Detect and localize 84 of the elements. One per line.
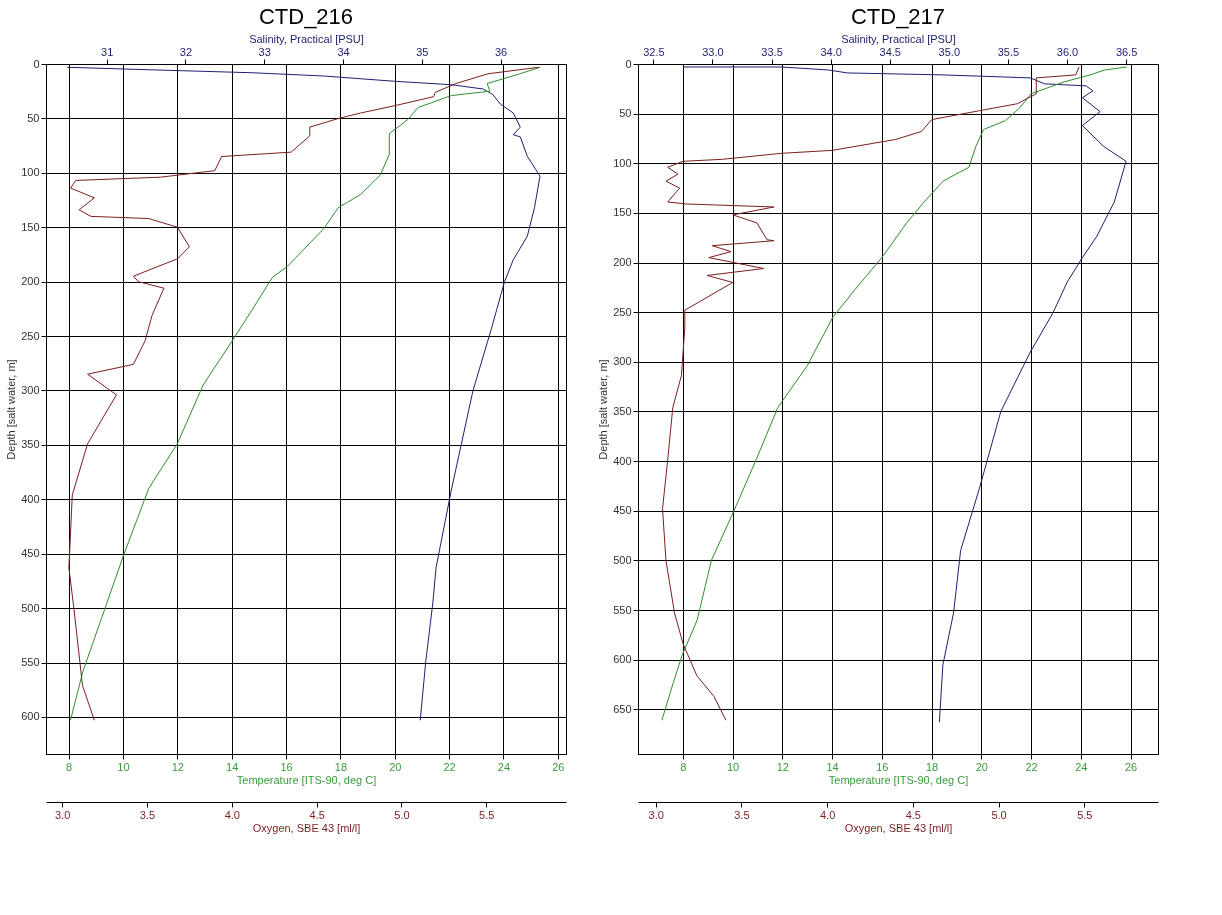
- x-tick-label: 16: [876, 760, 889, 773]
- y-tick-label: 150: [21, 220, 40, 233]
- chart-title: CTD_216: [258, 4, 354, 29]
- x2-tick-label: 35: [416, 45, 429, 58]
- y-axis-title: Depth [salt water, m]: [597, 359, 610, 460]
- y-tick-label: 200: [613, 256, 632, 269]
- x-tick-label: 4.0: [819, 808, 836, 821]
- x-tick-label: 8: [66, 760, 73, 773]
- x2-tick-label: 33.5: [761, 45, 783, 58]
- chart-title: CTD_217: [850, 4, 946, 29]
- x2-tick-label: 35.0: [938, 45, 961, 58]
- x-tick-label: 24: [497, 760, 511, 773]
- y-tick-label: 100: [21, 166, 40, 179]
- x2-axis-title: Salinity, Practical [PSU]: [249, 32, 364, 45]
- y-tick-label: 50: [619, 107, 632, 120]
- x-tick-label: 20: [389, 760, 402, 773]
- x2-tick-label: 32.5: [643, 45, 665, 58]
- y-tick-label: 350: [613, 404, 632, 417]
- x-axis-title: Temperature [ITS-90, deg C]: [828, 773, 969, 786]
- x2-tick-label: 34.0: [820, 45, 842, 58]
- x2-tick-label: 34: [337, 45, 350, 58]
- x2-tick-label: 32: [179, 45, 193, 58]
- y-tick-label: 200: [21, 275, 40, 288]
- x2-tick-label: 33.0: [702, 45, 724, 58]
- x2-tick-label: 36: [494, 45, 508, 58]
- x-tick-label: 20: [975, 760, 988, 773]
- x-tick-label: 24: [1075, 760, 1088, 773]
- y-tick-label: 150: [613, 206, 632, 219]
- x-tick-label: 5.0: [991, 808, 1007, 821]
- y-tick-label: 0: [625, 57, 632, 70]
- x-tick-label: 3.0: [648, 808, 664, 821]
- x2-axis-title: Salinity, Practical [PSU]: [841, 32, 956, 45]
- y-axis-title: Depth [salt water, m]: [5, 359, 18, 460]
- x-tick-label: 5.5: [1077, 808, 1093, 821]
- x2-tick-label: 31: [101, 45, 114, 58]
- y-tick-label: 500: [613, 553, 632, 566]
- y-tick-label: 250: [21, 329, 40, 342]
- y-tick-label: 450: [21, 547, 40, 560]
- x-tick-label: 18: [925, 760, 939, 773]
- x-tick-label: 4.5: [309, 808, 325, 821]
- x-tick-label: 3.5: [139, 808, 156, 821]
- x-tick-label: 26: [1125, 760, 1138, 773]
- x-tick-label: 14: [826, 760, 839, 773]
- x-tick-label: 4.5: [905, 808, 921, 821]
- x-tick-label: 3.0: [54, 808, 71, 821]
- y-tick-label: 50: [27, 111, 40, 124]
- y-tick-label: 250: [613, 305, 632, 318]
- x-tick-label: 5.0: [394, 808, 410, 821]
- x-tick-label: 5.5: [479, 808, 495, 821]
- y-tick-label: 550: [613, 603, 632, 616]
- x2-tick-label: 33: [258, 45, 271, 58]
- x-tick-label: 8: [680, 760, 687, 773]
- x2-tick-label: 34.5: [879, 45, 901, 58]
- x-tick-label: 14: [226, 760, 239, 773]
- y-tick-label: 650: [613, 702, 632, 715]
- y-tick-label: 500: [21, 601, 40, 614]
- y-tick-label: 400: [613, 454, 632, 467]
- x-tick-label: 4.0: [224, 808, 240, 821]
- x-tick-label: 12: [776, 760, 789, 773]
- x-axis-title: Temperature [ITS-90, deg C]: [236, 773, 377, 786]
- y-tick-label: 600: [613, 653, 632, 666]
- x-tick-label: 3.5: [734, 808, 750, 821]
- y-tick-label: 350: [21, 438, 40, 451]
- y-tick-label: 100: [613, 156, 632, 169]
- x-tick-label: 26: [552, 760, 565, 773]
- y-tick-label: 450: [613, 504, 632, 517]
- y-tick-label: 400: [21, 492, 40, 505]
- x2-tick-label: 35.5: [997, 45, 1020, 58]
- x-tick-label: 16: [280, 760, 293, 773]
- y-tick-label: 0: [33, 57, 40, 70]
- x-tick-label: 12: [171, 760, 184, 773]
- x-tick-label: 10: [117, 760, 130, 773]
- x-tick-label: 10: [726, 760, 740, 773]
- y-tick-label: 550: [21, 656, 40, 669]
- x-axis-title: Oxygen, SBE 43 [ml/l]: [844, 821, 953, 834]
- y-tick-label: 600: [21, 710, 40, 723]
- x-tick-label: 18: [334, 760, 348, 773]
- y-tick-label: 300: [21, 384, 40, 396]
- x2-tick-label: 36.0: [1056, 45, 1079, 58]
- x-tick-label: 22: [1025, 760, 1038, 773]
- x2-tick-label: 36.5: [1115, 45, 1138, 58]
- x-axis-title: Oxygen, SBE 43 [ml/l]: [252, 821, 361, 834]
- x-tick-label: 22: [443, 760, 456, 773]
- y-tick-label: 300: [613, 355, 632, 368]
